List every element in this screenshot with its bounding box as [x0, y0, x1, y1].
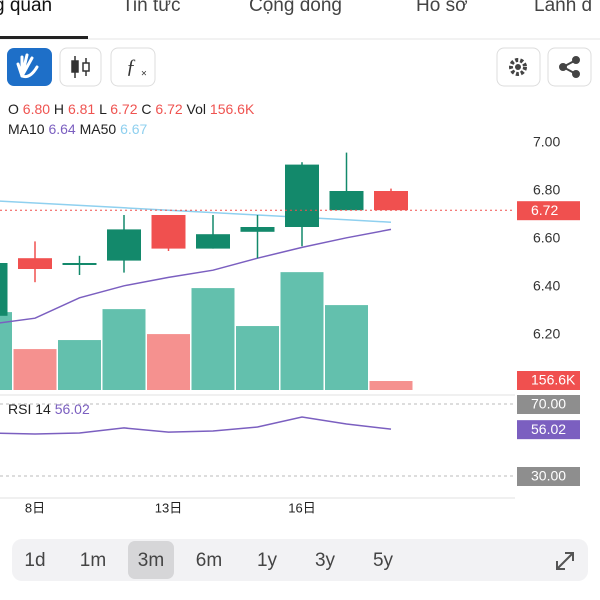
- tab[interactable]: g quan: [0, 0, 52, 16]
- ohlc-legend: O 6.80 H 6.81 L 6.72 C 6.72 Vol 156.6K: [8, 101, 254, 117]
- last-price-badge-bg: [517, 201, 580, 221]
- volume-bar: [147, 334, 190, 390]
- value: 6.72: [155, 101, 183, 117]
- gear-center: [515, 64, 521, 70]
- volume-bar: [102, 309, 146, 390]
- x-tick-label: 16日: [288, 500, 315, 515]
- expand-icon[interactable]: [556, 552, 574, 570]
- timeframe-button[interactable]: 1y: [257, 550, 278, 571]
- candle-body: [285, 164, 319, 227]
- gear-icon: [509, 58, 527, 76]
- value: 6.81: [67, 101, 96, 117]
- fx-icon-x: ×: [141, 69, 147, 80]
- volume-bar: [58, 340, 101, 390]
- rsi-tick-label: 70.00: [531, 396, 566, 412]
- rsi-tick-label-bg: [517, 395, 580, 414]
- label: RSI 14: [8, 401, 51, 417]
- tab[interactable]: Cộng đồng: [249, 0, 342, 16]
- candle-button[interactable]: [59, 47, 102, 87]
- ma-line: [0, 200, 392, 223]
- timeframe-button[interactable]: 1d: [24, 550, 45, 571]
- label: C: [141, 101, 152, 117]
- share-icon: [559, 56, 580, 78]
- label: MA10: [8, 121, 45, 137]
- x-tick-label: 13日: [155, 500, 182, 515]
- rsi-badge: 56.02: [531, 421, 566, 437]
- fx-icon: ƒ: [126, 56, 136, 78]
- y-tick-label: 6.60: [533, 230, 560, 246]
- candle-icon: [71, 56, 90, 78]
- volume-badge-bg: [517, 371, 580, 390]
- timeframe-button[interactable]: 5y: [373, 550, 394, 571]
- candle-body: [62, 263, 97, 265]
- volume-bar: [369, 381, 413, 390]
- label: L: [99, 101, 107, 117]
- candle-body: [196, 234, 230, 249]
- volume-bar: [0, 312, 12, 390]
- rsi-tick-label: 30.00: [531, 468, 566, 484]
- timeframe-button[interactable]: 3m: [138, 550, 164, 571]
- label: Vol: [186, 101, 207, 117]
- candle-body: [240, 227, 275, 232]
- last-price-badge: 6.72: [531, 202, 558, 218]
- value: 6.72: [110, 101, 138, 117]
- candle-body: [18, 258, 52, 269]
- ma-line: [0, 228, 392, 324]
- timeframe-selected: [128, 541, 174, 579]
- volume-badge: 156.6K: [531, 372, 576, 388]
- timeframe-button[interactable]: 3y: [315, 550, 336, 571]
- label: O: [8, 101, 19, 117]
- volume-bar: [280, 272, 324, 390]
- y-tick-label: 6.20: [533, 326, 560, 342]
- volume-bar: [325, 305, 368, 390]
- timeframe-button[interactable]: 1m: [80, 550, 106, 571]
- fx-button[interactable]: [110, 47, 156, 87]
- value: 6.80: [22, 101, 51, 117]
- tab[interactable]: Tin tức: [122, 0, 180, 16]
- tab-underline: [0, 36, 88, 39]
- rsi-badge-bg: [517, 420, 580, 440]
- x-tick-label: 8日: [25, 500, 45, 515]
- y-tick-label: 7.00: [533, 134, 560, 150]
- candle-body: [329, 191, 364, 211]
- hand-button[interactable]: [7, 48, 52, 86]
- rsi-legend: RSI 14 56.02: [8, 401, 90, 417]
- timeframe-button[interactable]: 6m: [196, 550, 222, 571]
- candle-body: [0, 263, 8, 316]
- y-tick-label: 6.40: [533, 278, 560, 294]
- tab[interactable]: Hồ sơ: [416, 0, 468, 16]
- label: H: [53, 101, 65, 117]
- value: 156.6K: [209, 101, 255, 117]
- y-tick-label: 6.80: [533, 182, 560, 198]
- volume-bar: [236, 326, 279, 390]
- rsi-line: [0, 416, 392, 435]
- tab[interactable]: Lãnh đ: [534, 0, 593, 16]
- value: 6.67: [120, 121, 148, 137]
- candle-body: [374, 191, 408, 211]
- volume-bar: [13, 349, 57, 390]
- label: MA50: [79, 121, 117, 137]
- value: 6.64: [48, 121, 76, 137]
- share-button[interactable]: [547, 47, 592, 87]
- candle-body: [107, 229, 141, 261]
- hand-icon: [16, 53, 39, 79]
- candle-body: [151, 215, 186, 249]
- ma-legend: MA10 6.64 MA50 6.67: [8, 121, 147, 137]
- value: 56.02: [54, 401, 90, 417]
- volume-bar: [191, 288, 235, 390]
- rsi-tick-label-bg: [517, 467, 580, 486]
